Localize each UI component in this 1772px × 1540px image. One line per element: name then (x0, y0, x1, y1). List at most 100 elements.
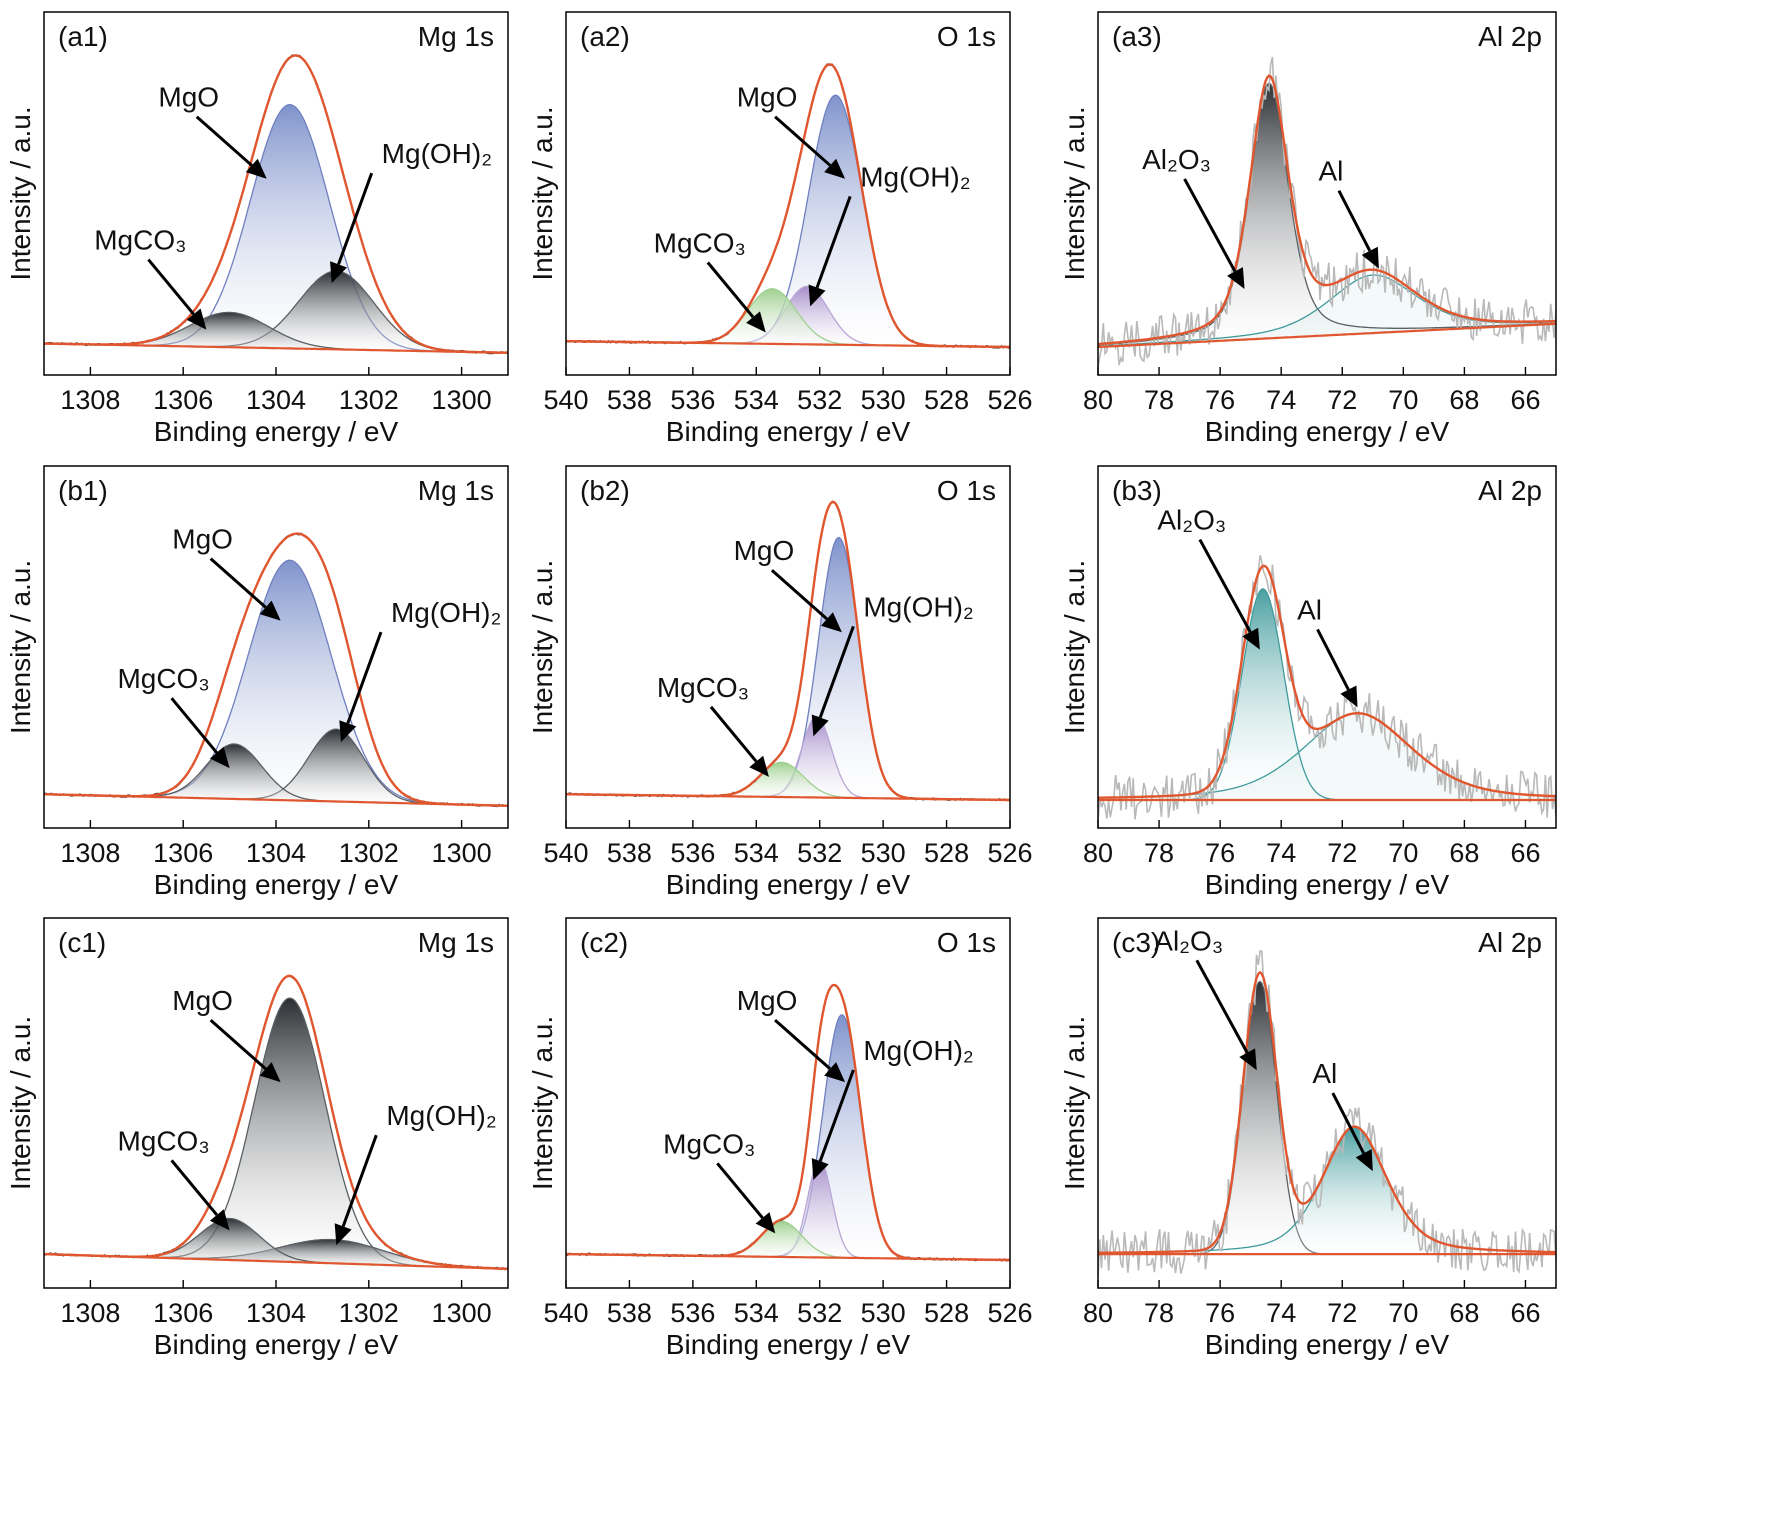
annotation-arrowhead (746, 311, 766, 333)
annotation-label: Mg(OH)₂ (860, 161, 970, 192)
annotation-arrowhead (820, 612, 842, 633)
annotation-arrowhead (1340, 685, 1358, 708)
y-axis-label: Intensity / a.u. (527, 106, 558, 280)
annotation-arrowhead (1355, 1149, 1373, 1172)
x-tick-label: 1300 (432, 838, 492, 868)
x-tick-label: 1308 (60, 838, 120, 868)
axes-frame (565, 917, 1011, 1289)
background-line (44, 342, 508, 354)
annotation-label: Al₂O₃ (1157, 505, 1226, 536)
x-tick-label: 1302 (339, 385, 399, 415)
annotation-label: MgO (172, 524, 233, 555)
x-tick-label: 68 (1449, 1298, 1479, 1328)
annotation-label: MgO (734, 535, 795, 566)
annotation-arrow (818, 625, 855, 719)
x-axis-label: Binding energy / eV (666, 416, 911, 447)
panel-label: (b2) (580, 475, 630, 506)
x-tick-label: 1300 (432, 385, 492, 415)
x-tick-label: 540 (543, 838, 588, 868)
plot-area (1098, 949, 1556, 1277)
annotation-arrowhead (1227, 267, 1245, 289)
annotation-label: Al₂O₃ (1154, 925, 1223, 956)
y-axis-label: Intensity / a.u. (1059, 1016, 1090, 1190)
x-tick-label: 1300 (432, 1298, 492, 1328)
y-axis-label: Intensity / a.u. (1059, 560, 1090, 734)
x-tick-label: 538 (607, 1298, 652, 1328)
background-line (1098, 322, 1556, 349)
x-tick-label: 526 (987, 838, 1032, 868)
x-tick-label: 530 (861, 385, 906, 415)
fit-envelope (1098, 564, 1556, 799)
panel-label: (b3) (1112, 475, 1162, 506)
y-axis-label: Intensity / a.u. (1059, 106, 1090, 280)
plot-area (44, 532, 508, 808)
region-label: O 1s (937, 927, 996, 958)
panel-label: (a3) (1112, 21, 1162, 52)
annotation-arrow (770, 569, 828, 621)
annotation-arrowhead (330, 261, 347, 284)
annotation-arrowhead (334, 1223, 352, 1246)
panel-b2: 540 538 536 534 532 530 528 526 Binding energy /… (527, 465, 1033, 900)
x-tick-label: 536 (670, 1298, 715, 1328)
x-tick-label: 66 (1510, 1298, 1540, 1328)
annotation-arrowhead (209, 747, 230, 769)
x-tick-label: 72 (1327, 838, 1357, 868)
plot-area (44, 54, 508, 355)
annotation-label: MgCO₃ (94, 225, 186, 256)
component-mgo (566, 536, 1010, 801)
annotation-arrow (774, 1019, 832, 1071)
annotation-label: Al (1297, 594, 1322, 625)
x-tick-label: 1306 (153, 838, 213, 868)
x-tick-label: 1304 (246, 838, 306, 868)
y-axis-label: Intensity / a.u. (5, 1016, 36, 1190)
annotation-arrowhead (749, 755, 769, 777)
annotation-arrow (170, 1159, 218, 1216)
x-tick-label: 530 (861, 838, 906, 868)
annotation-arrowhead (811, 1158, 829, 1180)
annotation-arrowhead (824, 158, 846, 179)
annotation-arrow (1316, 628, 1350, 691)
region-label: Mg 1s (418, 927, 494, 958)
annotation-arrow (147, 258, 195, 316)
annotation-arrowhead (755, 1212, 776, 1234)
fit-envelope (1098, 74, 1556, 346)
x-tick-label: 72 (1327, 1298, 1357, 1328)
panel-a3: 80 78 76 74 72 70 68 66 Binding energy / eV Inten… (1059, 11, 1557, 447)
x-tick-label: 526 (987, 1298, 1032, 1328)
x-tick-label: 70 (1388, 838, 1418, 868)
panel-b1: 1308 1306 1304 1302 1300 Binding energy / eV I… (5, 465, 509, 900)
x-tick-label: 1302 (339, 838, 399, 868)
y-axis-label: Intensity / a.u. (527, 1016, 558, 1190)
x-tick-label: 1302 (339, 1298, 399, 1328)
annotation-arrowhead (824, 1062, 846, 1083)
x-tick-label: 68 (1449, 385, 1479, 415)
fit-envelope (566, 983, 1010, 1262)
x-tick-label: 532 (797, 838, 842, 868)
annotation-arrowhead (1242, 627, 1260, 650)
x-tick-label: 66 (1510, 838, 1540, 868)
annotation-arrow (1183, 178, 1237, 273)
x-tick-label: 530 (861, 1298, 906, 1328)
x-tick-label: 68 (1449, 838, 1479, 868)
axes-frame (565, 11, 1011, 376)
background-line (566, 1253, 1010, 1262)
annotation-arrowhead (1361, 246, 1379, 269)
axes-frame (1097, 11, 1557, 376)
annotation-arrowhead (808, 284, 826, 307)
annotation-arrow (706, 261, 755, 319)
annotation-arrow (1198, 538, 1252, 633)
background-line (566, 340, 1010, 349)
plot-area (566, 63, 1010, 350)
annotation-arrow (774, 115, 832, 167)
x-tick-label: 80 (1083, 838, 1113, 868)
x-axis-label: Binding energy / eV (1205, 1329, 1450, 1360)
panel-c3: 80 78 76 74 72 70 68 66 Binding energy / eV Inten… (1059, 917, 1557, 1360)
axes-frame (1097, 465, 1557, 829)
x-tick-label: 78 (1144, 385, 1174, 415)
raw-spectrum (1098, 949, 1556, 1277)
annotation-label: Al₂O₃ (1142, 144, 1211, 175)
x-tick-label: 76 (1205, 838, 1235, 868)
background-line (44, 1253, 508, 1270)
x-tick-label: 536 (670, 385, 715, 415)
